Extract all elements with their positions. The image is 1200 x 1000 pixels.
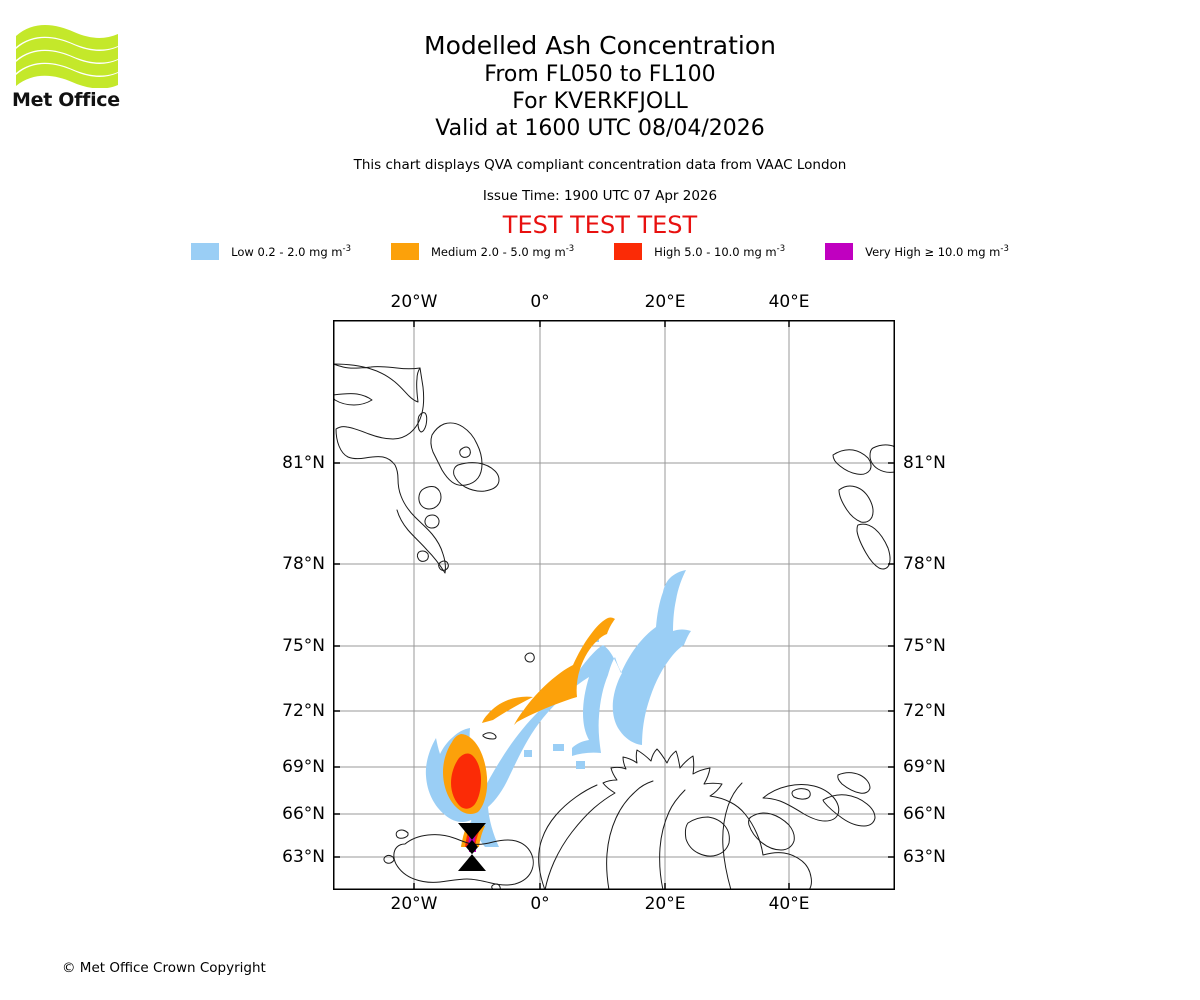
novaya-zemlya-north [838,485,874,523]
legend-label-low: Low 0.2 - 2.0 mg m-3 [231,244,351,259]
jan-mayen [482,732,497,740]
kanin-peninsula [837,772,871,794]
map-background [333,320,895,890]
volcano-name: For KVERKFJOLL [512,89,688,114]
legend-swatch-medium [390,243,419,260]
greenland-inlet [333,393,373,406]
scandinavia-north-coast [544,748,812,890]
finland-east-border [722,782,743,890]
lon-label-top-0: 0° [530,292,550,312]
legend-item-low: Low 0.2 - 2.0 mg m-3 [191,243,351,260]
volcano-hourglass-icon [458,823,486,871]
ash-high-source-core [451,753,481,809]
test-banner: TEST TEST TEST [502,211,698,239]
lon-label-bottom-0: 0° [530,894,550,914]
lon-label-top-20e: 20°E [644,292,686,312]
lon-label-bottom-40e: 40°E [768,894,810,914]
graticule [333,320,895,890]
chart-header: Modelled Ash Concentration From FL050 to… [0,0,1200,239]
white-sea-basin [748,812,795,851]
lat-label-right-81: 81°N [903,453,946,473]
svalbard-prins-karls [417,412,428,433]
iceland-westfjords-tip [383,855,395,864]
met-office-logo: Met Office [12,18,124,113]
met-office-wave-mark [16,25,118,88]
ash-low-main-plume [425,570,691,847]
svalbard-edgeoya [418,486,442,510]
coastlines [333,363,895,890]
ash-low-speck-b [524,750,532,757]
legend-swatch-low [191,243,220,260]
greenland-north-coast [333,363,421,403]
greenland-east-coast [335,367,446,574]
lat-label-left-69: 69°N [282,757,325,777]
sweden-norway-border [606,780,654,890]
svalbard-islet-a [416,550,429,562]
legend-swatch-very-high [825,243,854,260]
barents-coast-east [822,794,876,827]
map-frame [333,320,895,890]
lon-label-bottom-20w: 20°W [390,894,438,914]
page-title: Modelled Ash Concentration [424,31,776,60]
valid-time: Valid at 1600 UTC 08/04/2026 [435,116,765,141]
svalbard-kvitoya [459,446,471,458]
svalbard-nordaustlandet [453,462,500,492]
lon-label-bottom-20e: 20°E [644,894,686,914]
volcano-source-marker[interactable] [458,823,486,871]
sweden-finland-border [659,789,686,890]
logo-text: Met Office [12,89,120,111]
map-canvas [333,320,895,890]
issue-time: Issue Time: 1900 UTC 07 Apr 2026 [482,188,718,204]
legend-label-medium: Medium 2.0 - 5.0 mg m-3 [430,244,575,259]
norway-west-coast [538,784,598,890]
ash-low-speck-c [553,744,564,751]
svalbard-hopen [424,514,440,529]
bear-island [524,652,535,663]
lat-label-right-78: 78°N [903,554,946,574]
concentration-legend: Low 0.2 - 2.0 mg m-3 Medium 2.0 - 5.0 mg… [0,243,1200,260]
lat-label-left-66: 66°N [282,804,325,824]
lat-label-right-69: 69°N [903,757,946,777]
lat-label-left-81: 81°N [282,453,325,473]
legend-swatch-high [614,243,643,260]
lake-region [684,816,730,857]
lat-label-right-63: 63°N [903,847,946,867]
lon-label-top-40e: 40°E [768,292,810,312]
ash-medium-mid-plume [514,617,615,725]
kola-island [791,788,811,800]
lat-label-left-72: 72°N [282,701,325,721]
legend-label-very-high: Very High ≥ 10.0 mg m-3 [865,244,1009,259]
svalbard-islet-b [438,560,449,571]
axis-ticks [333,320,895,890]
lat-label-right-66: 66°N [903,804,946,824]
svalbard-spitsbergen [430,422,483,486]
kola-peninsula [762,784,840,822]
ash-low-speck-a [576,761,585,769]
lat-label-left-78: 78°N [282,554,325,574]
lat-label-right-75: 75°N [903,636,946,656]
novaya-zemlya-south [856,523,891,570]
legend-item-very-high: Very High ≥ 10.0 mg m-3 [825,243,1009,260]
legend-item-medium: Medium 2.0 - 5.0 mg m-3 [390,243,575,260]
franz-josef-land-east [869,444,895,473]
lat-label-left-63: 63°N [282,847,325,867]
ash-concentration-map[interactable] [333,320,895,890]
lat-label-left-75: 75°N [282,636,325,656]
data-source-note: This chart displays QVA compliant concen… [353,157,847,173]
lat-label-right-72: 72°N [903,701,946,721]
ash-medium-lower-tongue [482,696,533,723]
franz-josef-land-west [832,449,872,475]
legend-item-high: High 5.0 - 10.0 mg m-3 [614,243,785,260]
iceland-north-peninsula [395,829,409,839]
legend-label-high: High 5.0 - 10.0 mg m-3 [654,244,786,259]
flight-level-range: From FL050 to FL100 [484,62,716,87]
copyright-notice: © Met Office Crown Copyright [62,960,266,976]
iceland [393,834,534,886]
lon-label-top-20w: 20°W [390,292,438,312]
